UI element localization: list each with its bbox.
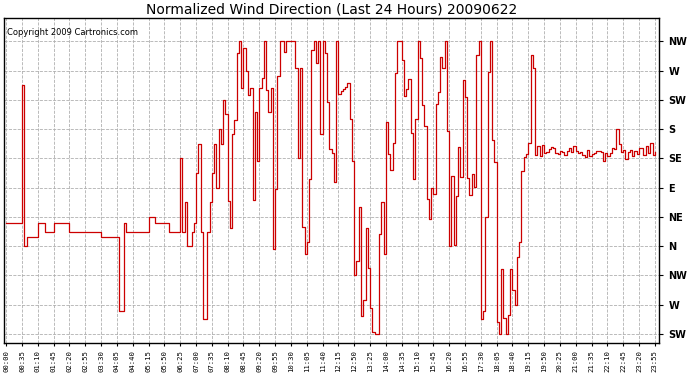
Title: Normalized Wind Direction (Last 24 Hours) 20090622: Normalized Wind Direction (Last 24 Hours…: [146, 3, 518, 17]
Text: Copyright 2009 Cartronics.com: Copyright 2009 Cartronics.com: [7, 28, 138, 37]
